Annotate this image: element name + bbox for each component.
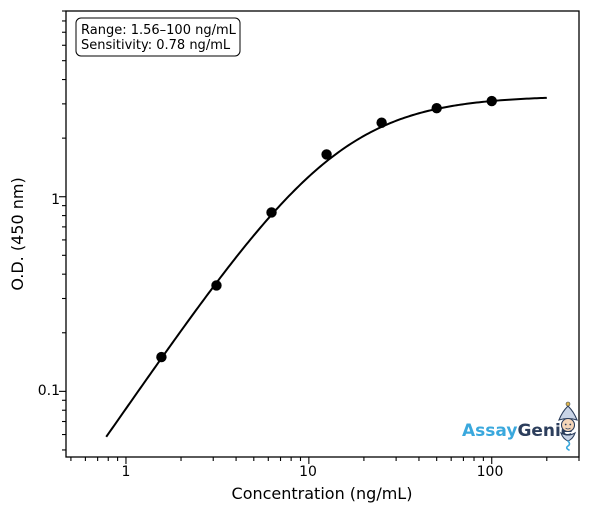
x-tick-label: 1 [122,464,131,480]
data-point [486,95,497,107]
x-tick-label: 100 [477,464,504,480]
fit-curve-line [105,96,547,438]
fit-curve-group [105,96,547,438]
annotation-box [75,17,241,57]
data-points-group [156,95,497,363]
y-axis-title: O.D. (450 nm) [8,177,27,290]
genie-mascot-icon [558,401,578,451]
x-axis-tick-labels: 1 10 100 [122,464,504,480]
logo-wordmark: AssayGenie [462,421,572,441]
logo-text-assay: Assay [462,421,517,441]
data-point [211,280,222,291]
data-point [431,103,442,114]
range-sensitivity-annotation: Range: 1.56–100 ng/mL Sensitivity: 0.78 … [75,17,241,57]
assaygenie-logo: AssayGenie [462,401,578,451]
x-tick-label: 10 [299,464,317,480]
annotation-range-text: Range: 1.56–100 ng/mL [81,23,237,38]
x-axis-title: Concentration (ng/mL) [232,484,413,503]
y-tick-label: 1 [51,192,60,208]
y-tick-label: 0.1 [38,383,60,399]
data-point [266,207,277,218]
plot-frame [65,10,580,458]
annotation-sensitivity-text: Sensitivity: 0.78 ng/mL [81,38,231,53]
logo-text-genie: Genie [517,421,572,441]
data-point [321,149,332,160]
y-axis-ticks [59,10,66,451]
y-axis-tick-labels: 0.1 1 [38,192,60,399]
data-point [376,117,387,128]
data-point [156,351,167,363]
x-axis-ticks [70,457,580,464]
